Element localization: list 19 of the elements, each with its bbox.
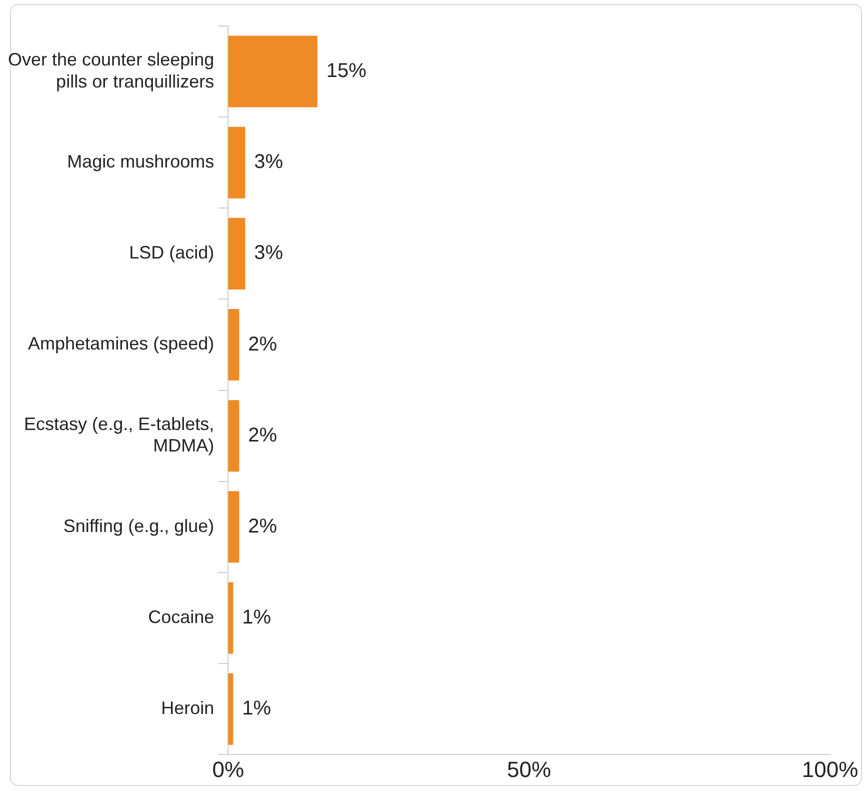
data-label: 15% (326, 60, 367, 82)
data-label: 3% (254, 242, 284, 264)
x-tick-label: 0% (212, 756, 244, 782)
x-tick-label: 100% (802, 756, 858, 782)
y-tick-label: Magic mushrooms (67, 152, 214, 172)
y-tick-label: Cocaine (148, 606, 214, 627)
y-tick-label: Over the counter sleeping pills or tranquillizers (8, 50, 214, 92)
data-label: 1% (242, 698, 272, 720)
y-tick-label: Heroin (161, 698, 214, 718)
data-label: 2% (248, 333, 278, 356)
data-label: 3% (254, 151, 284, 174)
data-label: 2% (248, 424, 278, 446)
y-tick-label: Ecstasy (e.g., E-tablets, MDMA) (24, 414, 214, 456)
y-tick-label: LSD (acid) (129, 242, 214, 263)
data-label: 1% (242, 606, 272, 629)
x-tick-label: 50% (507, 756, 552, 782)
y-tick-label: Amphetamines (speed) (28, 334, 214, 354)
y-tick-label: Sniffing (e.g., glue) (63, 516, 214, 536)
data-label: 2% (248, 515, 278, 538)
